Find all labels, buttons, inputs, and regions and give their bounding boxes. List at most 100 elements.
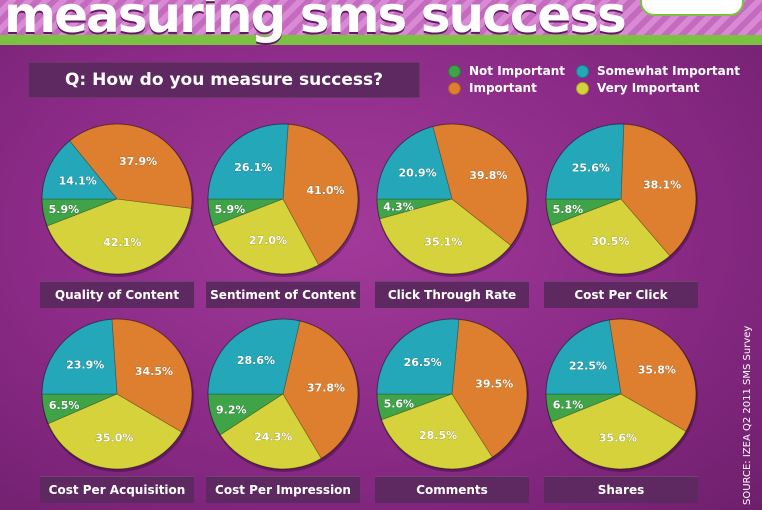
pie-data-label: 38.1%: [643, 179, 681, 192]
pie-slice-very-important: [212, 198, 320, 275]
pie-slice-very-important: [381, 393, 494, 470]
pie-data-label: 28.5%: [419, 429, 457, 442]
pie-outline: [376, 318, 528, 470]
legend-label: Very Important: [597, 81, 700, 95]
pie-slice-important: [282, 123, 359, 266]
header-band: [0, 35, 762, 45]
pie-data-label: 30.5%: [591, 235, 629, 248]
pie-slice-important: [608, 318, 697, 432]
pie-slice-not-important: [207, 198, 284, 227]
pie-slice-very-important: [550, 393, 687, 470]
pie-data-label: 6.1%: [553, 398, 584, 411]
pie-slice-not-important: [207, 393, 285, 436]
pie-outline: [207, 318, 359, 470]
pie-slice-important: [111, 318, 193, 433]
question-banner: Q: How do you measure success?: [28, 62, 420, 98]
pie-outline: [545, 318, 697, 470]
pie-data-label: 28.6%: [237, 354, 275, 367]
chart-title: Shares: [544, 476, 698, 503]
pie-data-label: 9.2%: [216, 403, 247, 416]
pie-slice-important: [620, 123, 697, 257]
pie-outline: [545, 123, 697, 275]
pie-data-label: 4.3%: [383, 200, 414, 213]
pie-data-label: 39.8%: [469, 169, 507, 182]
pie-outline: [41, 123, 193, 275]
pie-slice-somewhat-important: [545, 123, 625, 200]
page-title: measuring sms success: [4, 0, 627, 44]
pie-slice-not-important: [545, 198, 622, 227]
chart-title: Cost Per Acquisition: [40, 476, 194, 503]
pie-slice-very-important: [219, 393, 322, 470]
pie-slice-somewhat-important: [207, 123, 289, 200]
pie-slice-important: [282, 320, 359, 460]
pie-data-label: 14.1%: [59, 174, 97, 187]
pie-data-label: 5.6%: [384, 397, 415, 410]
pie-data-label: 20.9%: [398, 166, 436, 179]
pie-data-label: 34.5%: [135, 365, 173, 378]
pie-data-label: 26.1%: [234, 161, 272, 174]
pie-data-label: 27.0%: [249, 234, 287, 247]
pie-slice-very-important: [550, 198, 671, 275]
pie-slice-somewhat-important: [545, 319, 622, 395]
pie-slice-important: [432, 123, 528, 247]
chart-title: Quality of Content: [40, 281, 194, 308]
pie-slice-not-important: [376, 393, 453, 421]
pie-slice-very-important: [47, 393, 183, 470]
pie-slice-not-important: [41, 393, 118, 425]
pie-slice-somewhat-important: [41, 140, 118, 200]
pie-outline: [376, 123, 528, 275]
pie-slice-important: [68, 123, 193, 209]
pie-data-label: 35.6%: [599, 431, 637, 444]
legend: Not Important Somewhat Important Importa…: [448, 64, 748, 100]
pie-slice-somewhat-important: [207, 318, 301, 395]
pie-slice-somewhat-important: [376, 126, 453, 200]
legend-label: Important: [469, 81, 537, 95]
pie-data-label: 39.5%: [475, 378, 513, 391]
pie-slice-somewhat-important: [376, 318, 460, 395]
legend-label: Not Important: [469, 64, 566, 78]
pie-slice-very-important: [46, 198, 192, 275]
pie-data-label: 35.1%: [424, 236, 462, 249]
legend-dot: [448, 64, 461, 78]
pie-data-label: 35.8%: [638, 363, 676, 376]
chart-title: Cost Per Impression: [206, 476, 360, 503]
pie-data-label: 6.5%: [49, 399, 80, 412]
pie-outline: [207, 123, 359, 275]
pie-slice-not-important: [41, 198, 118, 227]
chart-title: Click Through Rate: [375, 281, 529, 308]
pie-data-label: 37.9%: [119, 155, 157, 168]
legend-item-somewhat-important: Somewhat Important: [576, 64, 740, 78]
pie-slice-somewhat-important: [41, 318, 118, 395]
legend-label: Somewhat Important: [597, 64, 741, 78]
pie-slice-important: [451, 318, 528, 458]
legend-dot: [448, 81, 461, 95]
pie-data-label: 37.8%: [307, 381, 345, 394]
pie-slice-not-important: [376, 198, 453, 220]
chart-title: Sentiment of Content: [206, 281, 360, 308]
legend-item-important: Important: [448, 81, 537, 95]
legend-item-very-important: Very Important: [576, 81, 700, 95]
pie-slice-not-important: [545, 393, 622, 423]
chart-title: Cost Per Click: [544, 281, 698, 308]
legend-item-not-important: Not Important: [448, 64, 565, 78]
chart-title: Comments: [375, 476, 529, 503]
pie-outline: [41, 318, 193, 470]
pie-data-label: 22.5%: [569, 360, 607, 373]
pie-data-label: 5.9%: [49, 203, 80, 216]
pie-data-label: 25.6%: [572, 162, 610, 175]
pie-data-label: 26.5%: [404, 356, 442, 369]
pie-data-label: 5.8%: [553, 203, 584, 216]
pie-slice-very-important: [379, 198, 512, 275]
source-note: SOURCE: IZEA Q2 2011 SMS Survey: [742, 325, 753, 505]
pie-data-label: 35.0%: [95, 431, 133, 444]
pie-data-label: 23.9%: [66, 358, 104, 371]
legend-dot: [576, 64, 589, 78]
